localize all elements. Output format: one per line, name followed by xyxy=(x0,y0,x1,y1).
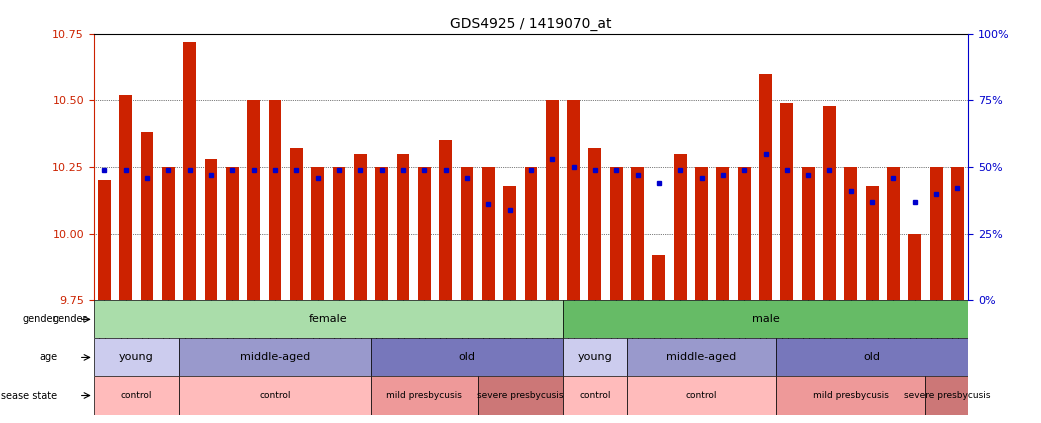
Bar xyxy=(269,100,281,300)
Bar xyxy=(866,186,879,300)
Bar xyxy=(417,167,431,300)
Bar xyxy=(141,132,153,300)
Bar xyxy=(397,154,409,300)
Bar xyxy=(478,376,563,415)
Text: disease state: disease state xyxy=(0,390,57,401)
Text: severe presbycusis: severe presbycusis xyxy=(477,391,563,400)
Bar xyxy=(674,154,687,300)
Text: young: young xyxy=(119,352,154,363)
Bar xyxy=(627,376,777,415)
Bar xyxy=(777,338,968,376)
Text: control: control xyxy=(579,391,611,400)
Text: control: control xyxy=(686,391,717,400)
Bar xyxy=(781,103,793,300)
Text: middle-aged: middle-aged xyxy=(239,352,310,363)
Bar xyxy=(738,167,751,300)
Bar xyxy=(354,154,366,300)
Bar xyxy=(627,338,777,376)
Bar xyxy=(567,100,580,300)
Text: control: control xyxy=(259,391,290,400)
Bar xyxy=(777,376,925,415)
Bar xyxy=(179,338,371,376)
Bar xyxy=(545,100,559,300)
Bar xyxy=(631,167,644,300)
Bar xyxy=(460,167,474,300)
Text: old: old xyxy=(864,352,881,363)
Title: GDS4925 / 1419070_at: GDS4925 / 1419070_at xyxy=(450,17,612,31)
Text: male: male xyxy=(752,314,780,324)
Bar xyxy=(653,255,665,300)
Bar xyxy=(802,167,814,300)
Bar xyxy=(183,42,196,300)
Bar xyxy=(563,300,968,338)
Bar xyxy=(226,167,238,300)
Bar xyxy=(759,74,772,300)
Bar xyxy=(503,186,516,300)
Bar xyxy=(909,233,921,300)
Bar xyxy=(94,376,179,415)
Text: mild presbycusis: mild presbycusis xyxy=(386,391,462,400)
Bar xyxy=(930,167,942,300)
Bar xyxy=(951,167,964,300)
Bar xyxy=(94,338,179,376)
Bar xyxy=(563,376,627,415)
Bar xyxy=(371,376,478,415)
Text: gender: gender xyxy=(53,314,87,324)
Bar xyxy=(925,376,968,415)
Bar xyxy=(98,181,110,300)
Bar xyxy=(482,167,494,300)
Text: middle-aged: middle-aged xyxy=(666,352,737,363)
Bar xyxy=(563,338,627,376)
Bar xyxy=(588,148,602,300)
Text: mild presbycusis: mild presbycusis xyxy=(813,391,889,400)
Bar xyxy=(695,167,708,300)
Bar xyxy=(120,95,132,300)
Bar xyxy=(439,140,452,300)
Bar xyxy=(332,167,346,300)
Text: control: control xyxy=(121,391,152,400)
Bar xyxy=(248,100,260,300)
Bar xyxy=(887,167,899,300)
Text: female: female xyxy=(309,314,348,324)
Bar xyxy=(205,159,218,300)
Text: age: age xyxy=(40,352,57,363)
Text: young: young xyxy=(578,352,612,363)
Bar xyxy=(94,300,563,338)
Bar xyxy=(311,167,324,300)
Text: gender: gender xyxy=(23,314,57,324)
Bar xyxy=(844,167,857,300)
Bar xyxy=(289,148,303,300)
Bar xyxy=(371,338,563,376)
Bar xyxy=(716,167,730,300)
Bar xyxy=(162,167,175,300)
Bar xyxy=(375,167,388,300)
Bar xyxy=(525,167,537,300)
Bar xyxy=(610,167,623,300)
Text: old: old xyxy=(458,352,476,363)
Text: severe presbycusis: severe presbycusis xyxy=(904,391,990,400)
Bar xyxy=(823,106,836,300)
Bar xyxy=(179,376,371,415)
